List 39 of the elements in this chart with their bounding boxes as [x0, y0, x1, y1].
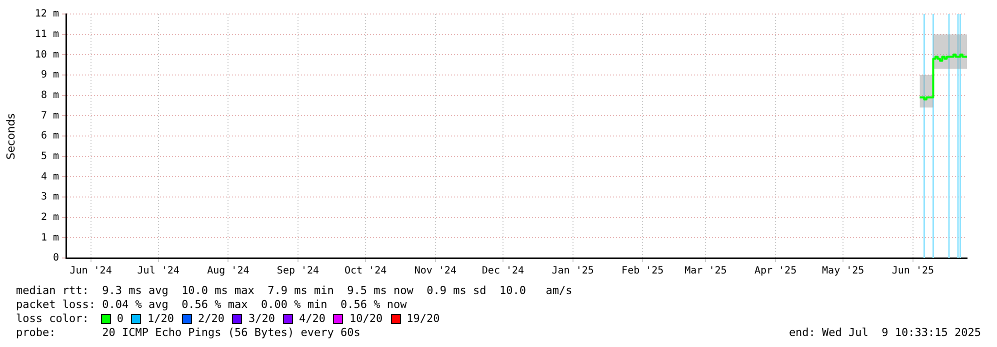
x-tick-label: Sep '24: [276, 266, 320, 277]
legend-label: 1/20: [147, 312, 174, 326]
y-tick-label: 9 m: [40, 70, 59, 81]
legend-label: 0: [116, 312, 124, 326]
legend-label: 2/20: [198, 312, 224, 326]
y-tick-label: 8 m: [40, 90, 59, 101]
y-tick-label: 3 m: [40, 192, 59, 203]
y-tick-label: 0: [52, 252, 59, 264]
x-tick-label: Aug '24: [207, 266, 250, 277]
y-tick-label: 12 m: [34, 8, 59, 20]
y-tick-label: 1 m: [40, 232, 59, 244]
legend-title: loss color:: [16, 312, 89, 326]
x-tick-label: Feb '25: [622, 266, 664, 277]
legend-label: 10/20: [349, 312, 383, 326]
legend-label: 3/20: [248, 312, 275, 326]
text: packet loss: 0.04 % avg 0.56 % max 0.00 % min 0.56 % now: [16, 298, 407, 312]
x-tick-label: Dec '24: [482, 266, 524, 277]
y-tick-label: 10 m: [34, 49, 59, 60]
x-tick-label: Jun '25: [892, 266, 934, 277]
text: end: Wed Jul 9 10:33:15 2025: [788, 326, 981, 340]
x-tick-label: Jul '24: [137, 266, 180, 277]
x-tick-label: Jun '24: [70, 266, 112, 277]
y-tick-label: 11 m: [34, 28, 59, 40]
x-tick-label: Oct '24: [344, 266, 387, 277]
legend-label: 19/20: [406, 312, 440, 326]
y-tick-label: 5 m: [40, 150, 59, 162]
y-tick-label: 7 m: [40, 110, 59, 122]
x-tick-label: May '25: [822, 266, 864, 277]
text: probe: 20 ICMP Echo Pings (56 Bytes) every 60s: [16, 326, 360, 340]
x-tick-label: Mar '25: [684, 266, 727, 277]
y-axis-title: Seconds: [4, 112, 18, 162]
y-tick-label: 4 m: [40, 171, 59, 182]
y-tick-label: 6 m: [40, 130, 59, 142]
x-tick-label: Nov '24: [414, 266, 456, 277]
x-tick-label: Jan '25: [552, 266, 594, 277]
x-tick-label: Apr '25: [754, 266, 797, 277]
legend-label: 4/20: [298, 312, 326, 326]
y-tick-label: 2 m: [40, 212, 59, 223]
text: median rtt: 9.3 ms avg 10.0 ms max 7.9 ms min 9.5 ms now 0.9 ms sd 10.0 am/s: [16, 284, 572, 298]
